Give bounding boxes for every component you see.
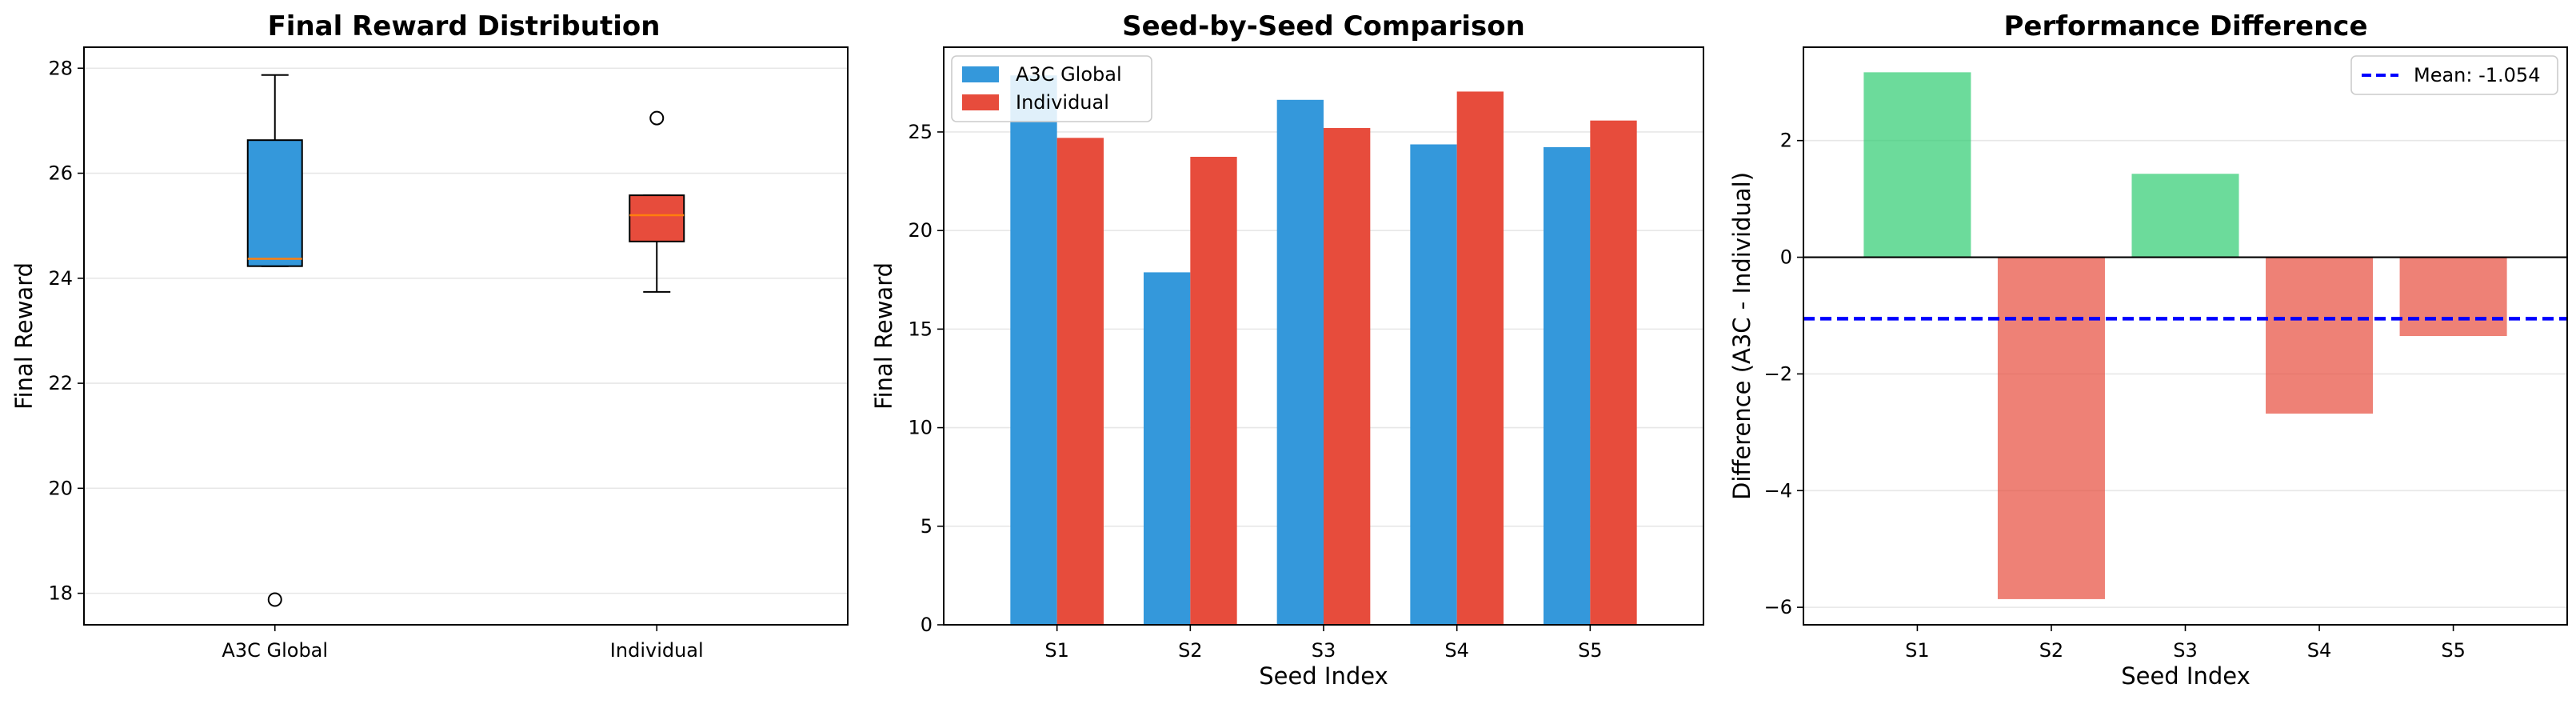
box-body bbox=[629, 194, 685, 242]
legend-swatch-a3c-global bbox=[962, 66, 999, 82]
x-tick-label: S1 bbox=[1905, 639, 1930, 662]
panel2-x-ticks: S1 S2 S3 S4 S5 bbox=[1044, 625, 1603, 662]
panel2-axes-frame bbox=[943, 46, 1704, 626]
y-tick-label: 24 bbox=[48, 267, 73, 290]
bar-negative bbox=[1997, 257, 2105, 599]
y-tick-label: 18 bbox=[48, 582, 73, 605]
box-body bbox=[246, 139, 303, 267]
y-tick-label: −2 bbox=[1764, 362, 1792, 385]
panel1-axes-frame bbox=[83, 46, 849, 626]
panel3-legend: Mean: -1.054 bbox=[2350, 55, 2558, 95]
y-tick-label: 5 bbox=[921, 515, 933, 538]
panel3-x-ticks: S1 S2 S3 S4 S5 bbox=[1905, 625, 2466, 662]
legend-label-mean: Mean: -1.054 bbox=[2414, 64, 2540, 86]
y-tick-label: 22 bbox=[48, 372, 73, 394]
panel3-title: Performance Difference bbox=[2003, 10, 2367, 42]
box-outlier bbox=[267, 592, 282, 607]
x-tick-label: S2 bbox=[1178, 639, 1203, 662]
x-tick-label: S3 bbox=[2173, 639, 2198, 662]
x-tick-label: S5 bbox=[1578, 639, 1603, 662]
x-tick-label: Individual bbox=[610, 639, 704, 662]
bar-a3c-global bbox=[1144, 272, 1191, 625]
panel1-y-axis-label: Final Reward bbox=[10, 262, 38, 410]
y-tick-label: 20 bbox=[908, 219, 933, 242]
bar-a3c-global bbox=[1544, 146, 1591, 625]
panel2-y-axis-label: Final Reward bbox=[870, 262, 897, 410]
y-tick-label: 26 bbox=[48, 162, 73, 185]
y-tick-label: 10 bbox=[908, 417, 933, 439]
panel2-legend: A3C Global Individual bbox=[951, 55, 1152, 122]
panel3-x-axis-label: Seed Index bbox=[2121, 662, 2251, 690]
x-tick-label: S2 bbox=[2039, 639, 2064, 662]
y-tick-label: 25 bbox=[908, 121, 933, 143]
panel-performance-difference: Performance Difference −6 −4 −2 0 2 S1 S2 S3 S4… bbox=[1728, 10, 2568, 690]
y-tick-label: −6 bbox=[1764, 596, 1792, 618]
panel2-legend-box bbox=[951, 55, 1152, 122]
y-tick-label: −4 bbox=[1764, 479, 1792, 502]
bar-a3c-global bbox=[1410, 144, 1457, 625]
x-tick-label: S5 bbox=[2441, 639, 2466, 662]
bar-negative bbox=[2399, 257, 2507, 336]
panel3-axes-frame bbox=[1803, 46, 2568, 626]
y-tick-label: 2 bbox=[1780, 130, 1792, 152]
panel1-title: Final Reward Distribution bbox=[268, 10, 661, 42]
bar-individual bbox=[1590, 120, 1637, 626]
panel3-y-axis-label: Difference (A3C - Individual) bbox=[1728, 172, 1755, 500]
panel1-boxes bbox=[246, 74, 685, 607]
x-tick-label: S1 bbox=[1044, 639, 1069, 662]
bar-a3c-global bbox=[1276, 99, 1324, 626]
panel3-bars bbox=[1803, 72, 2567, 599]
panel2-x-axis-label: Seed Index bbox=[1259, 662, 1388, 690]
y-tick-label: 28 bbox=[48, 57, 73, 79]
y-tick-label: 15 bbox=[908, 318, 933, 340]
bar-individual bbox=[1056, 138, 1104, 625]
legend-swatch-individual bbox=[962, 94, 999, 110]
bar-individual bbox=[1324, 128, 1371, 626]
panel2-y-ticks: 0 5 10 15 20 25 bbox=[908, 121, 944, 636]
panel1-y-ticks: 18 20 22 24 26 28 bbox=[48, 57, 84, 605]
x-tick-label: A3C Global bbox=[222, 639, 328, 662]
x-tick-label: S3 bbox=[1312, 639, 1336, 662]
panel3-y-ticks: −6 −4 −2 0 2 bbox=[1764, 130, 1803, 618]
y-tick-label: 20 bbox=[48, 477, 73, 499]
panel1-gridlines bbox=[84, 67, 848, 594]
bar-individual bbox=[1456, 91, 1504, 626]
panel3-legend-box bbox=[2350, 55, 2558, 95]
y-tick-label: 0 bbox=[1780, 246, 1792, 269]
bar-negative bbox=[2266, 257, 2374, 414]
panel-final-reward-distribution: Final Reward Distribution 18 20 22 24 26 28 A… bbox=[10, 10, 849, 662]
bar-positive bbox=[1863, 72, 1971, 258]
panel1-x-ticks: A3C Global Individual bbox=[222, 625, 704, 662]
bar-positive bbox=[2131, 174, 2239, 258]
panel2-title: Seed-by-Seed Comparison bbox=[1122, 10, 1525, 42]
x-tick-label: S4 bbox=[1444, 639, 1469, 662]
box-outlier bbox=[649, 110, 665, 126]
legend-label-individual: Individual bbox=[1016, 91, 1109, 114]
panel2-bars bbox=[1010, 75, 1637, 626]
bar-individual bbox=[1190, 157, 1237, 625]
x-tick-label: S4 bbox=[2307, 639, 2332, 662]
legend-label-a3c-global: A3C Global bbox=[1016, 63, 1122, 86]
y-tick-label: 0 bbox=[921, 614, 933, 636]
bar-a3c-global bbox=[1010, 75, 1057, 625]
